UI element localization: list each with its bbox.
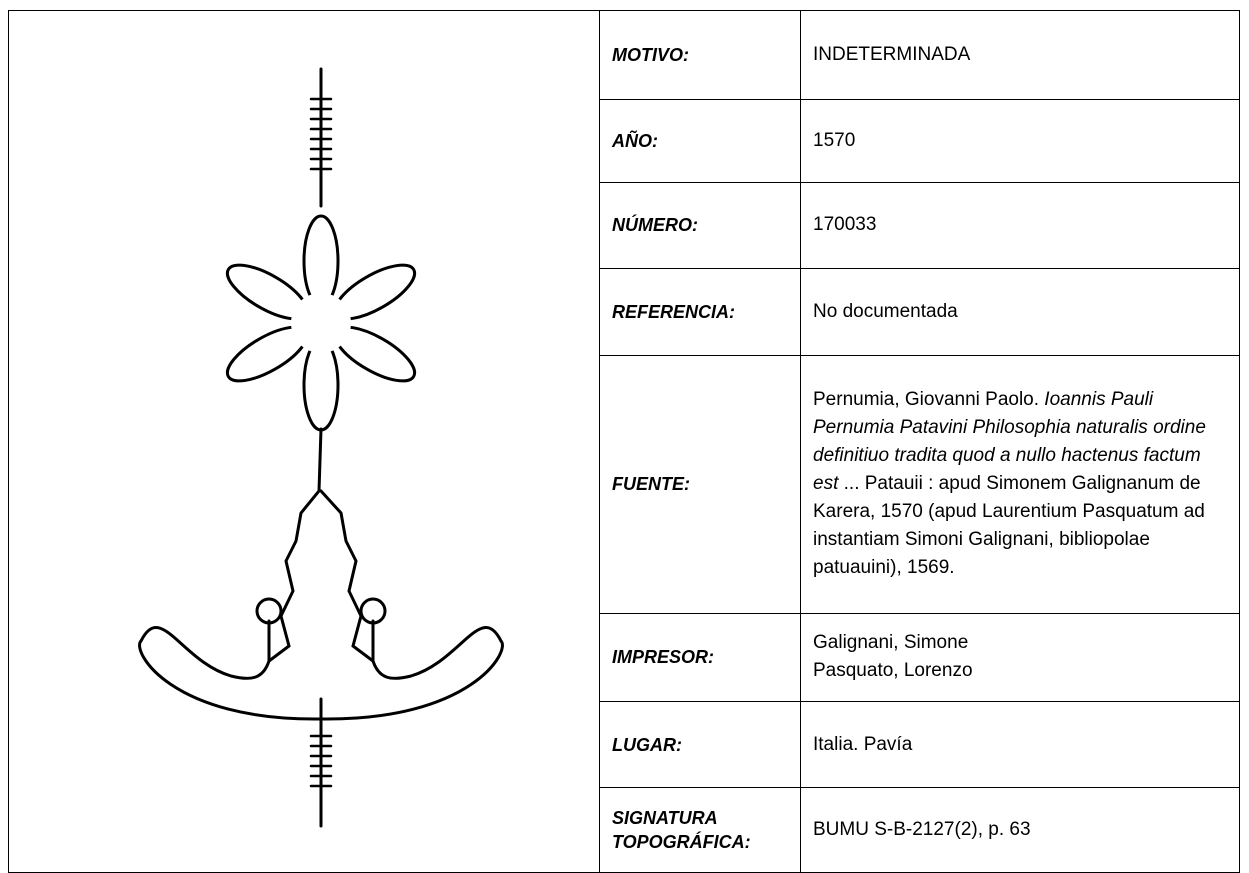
source-author: Pernumia, Giovanni Paolo.: [813, 389, 1045, 411]
printer: Pasquato, Lorenzo: [813, 660, 973, 682]
watermark-drawing: [138, 67, 504, 828]
field-value: No documentada: [800, 268, 1240, 357]
field-label: FUENTE:: [599, 355, 801, 614]
record-body: MOTIVO: INDETERMINADA AÑO: 1570 NÚMERO: 17…: [8, 10, 1240, 873]
field-label: SIGNATURA TOPOGRÁFICA:: [599, 787, 801, 873]
row: NÚMERO: 170033: [9, 181, 1240, 270]
record-table: MOTIVO: INDETERMINADA AÑO: 1570 NÚMERO: 17…: [8, 10, 1240, 873]
image-cell: [8, 10, 600, 873]
row: REFERENCIA: No documentada: [9, 268, 1240, 357]
field-value: Pernumia, Giovanni Paolo. Ioannis Pauli …: [800, 355, 1240, 614]
source-title: Ioannis Pauli Pernumia Patavini Philosop…: [813, 389, 1206, 495]
printer: Galignani, Simone: [813, 632, 969, 654]
field-label: IMPRESOR:: [599, 612, 801, 703]
field-label: AÑO:: [599, 98, 801, 183]
row: AÑO: 1570: [9, 98, 1240, 183]
field-label: REFERENCIA:: [599, 268, 801, 357]
row: MOTIVO: INDETERMINADA: [8, 10, 1240, 873]
row: FUENTE: Pernumia, Giovanni Paolo. Ioanni…: [9, 355, 1240, 614]
field-value: Galignani, Simone Pasquato, Lorenzo: [800, 612, 1240, 703]
field-value: BUMU S-B-2127(2), p. 63: [800, 787, 1240, 873]
row: IMPRESOR: Galignani, Simone Pasquato, Lor…: [9, 612, 1240, 703]
field-value: INDETERMINADA: [800, 10, 1240, 100]
field-label: NÚMERO:: [599, 181, 801, 270]
field-value: 170033: [800, 181, 1240, 270]
field-label: MOTIVO:: [599, 10, 801, 100]
field-label: LUGAR:: [599, 701, 801, 789]
source-imprint: ... Patauii : apud Simonem Galignanum de…: [813, 473, 1205, 579]
row: SIGNATURA TOPOGRÁFICA: BUMU S-B-2127(2), …: [9, 787, 1240, 873]
field-value: 1570: [800, 98, 1240, 183]
field-value: Italia. Pavía: [800, 701, 1240, 789]
